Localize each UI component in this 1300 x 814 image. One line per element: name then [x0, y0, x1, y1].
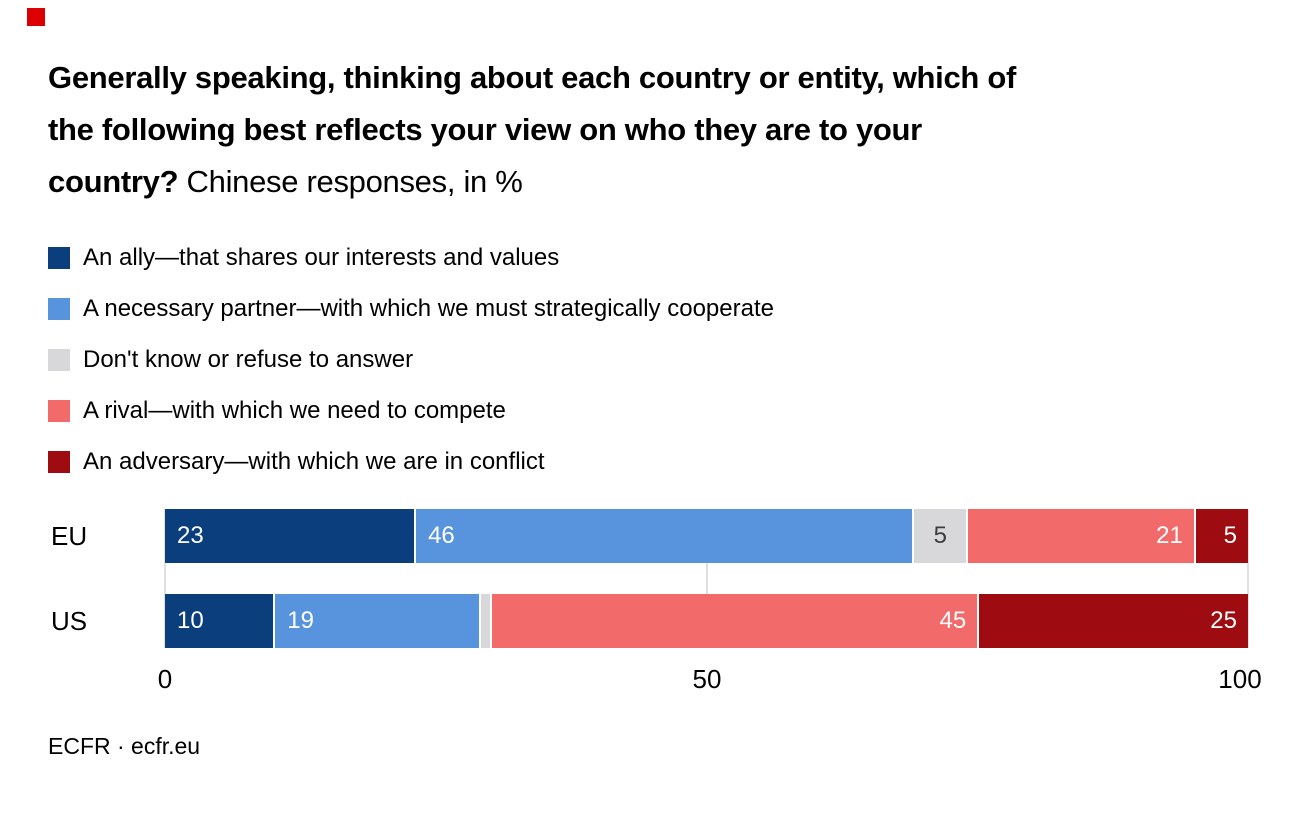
category-label-eu: EU [51, 521, 88, 551]
legend-item-2: Don't know or refuse to answer [48, 346, 774, 373]
chart-subtitle: Chinese responses, in % [186, 164, 523, 199]
legend-swatch-icon [48, 400, 70, 422]
gridline-50 [705, 509, 708, 648]
gridline-0 [164, 509, 166, 648]
chart-title: Generally speaking, thinking about each … [48, 52, 1016, 208]
legend-item-0: An ally—that shares our interests and va… [48, 244, 774, 271]
x-tick-50: 50 [692, 664, 722, 694]
bar-value-label: 46 [428, 522, 455, 549]
bar-row-eu: 23 46 5 21 5 [165, 509, 1248, 563]
category-label-us: US [51, 606, 88, 636]
bar-segment: 21 [966, 509, 1194, 563]
legend: An ally—that shares our interests and va… [48, 244, 774, 502]
legend-swatch-icon [48, 451, 70, 473]
legend-label: An ally—that shares our interests and va… [83, 244, 560, 271]
legend-swatch-icon [48, 247, 70, 269]
bar-segment: 45 [489, 594, 978, 648]
bar-value-label: 25 [1210, 607, 1237, 634]
bar-segment: 19 [273, 594, 480, 648]
title-line-2: the following best reflects your view on… [48, 112, 922, 147]
x-tick-0: 0 [157, 664, 173, 694]
legend-item-1: A necessary partner—with which we must s… [48, 295, 774, 322]
title-line-3: country? Chinese responses, in % [48, 156, 1016, 208]
gridline-100 [1247, 509, 1249, 648]
legend-label: A rival—with which we need to compete [83, 397, 506, 424]
title-line-3-bold: country? [48, 164, 179, 199]
bar-segment: 10 [165, 594, 274, 648]
legend-label: An adversary—with which we are in confli… [83, 448, 545, 475]
source-credit: ECFR · ecfr.eu [48, 733, 201, 759]
bar-value-label: 21 [1156, 522, 1183, 549]
bar-row-us: 10 19 45 25 [165, 594, 1248, 648]
legend-swatch-icon [48, 298, 70, 320]
legend-item-3: A rival—with which we need to compete [48, 397, 774, 424]
bar-value-label: 5 [1223, 522, 1237, 549]
bar-segment: 5 [1193, 509, 1248, 563]
bar-segment: 25 [977, 594, 1248, 648]
bar-value-label: 5 [933, 522, 947, 549]
legend-label: Don't know or refuse to answer [83, 346, 414, 373]
title-line-1: Generally speaking, thinking about each … [48, 60, 1017, 95]
bar-segment [479, 594, 490, 648]
ecfr-logo-icon [27, 8, 45, 26]
legend-label: A necessary partner—with which we must s… [83, 295, 774, 322]
bar-value-label: 19 [287, 607, 314, 634]
bar-value-label: 23 [177, 522, 204, 549]
legend-item-4: An adversary—with which we are in confli… [48, 448, 774, 475]
bar-value-label: 10 [177, 607, 204, 634]
bar-segment: 23 [165, 509, 415, 563]
plot-area: 23 46 5 21 5 10 19 45 25 [164, 509, 1249, 648]
bar-segment: 46 [414, 509, 913, 563]
bar-segment: 5 [912, 509, 967, 563]
legend-swatch-icon [48, 349, 70, 371]
bar-value-label: 45 [939, 607, 967, 634]
x-tick-100: 100 [1218, 664, 1262, 694]
